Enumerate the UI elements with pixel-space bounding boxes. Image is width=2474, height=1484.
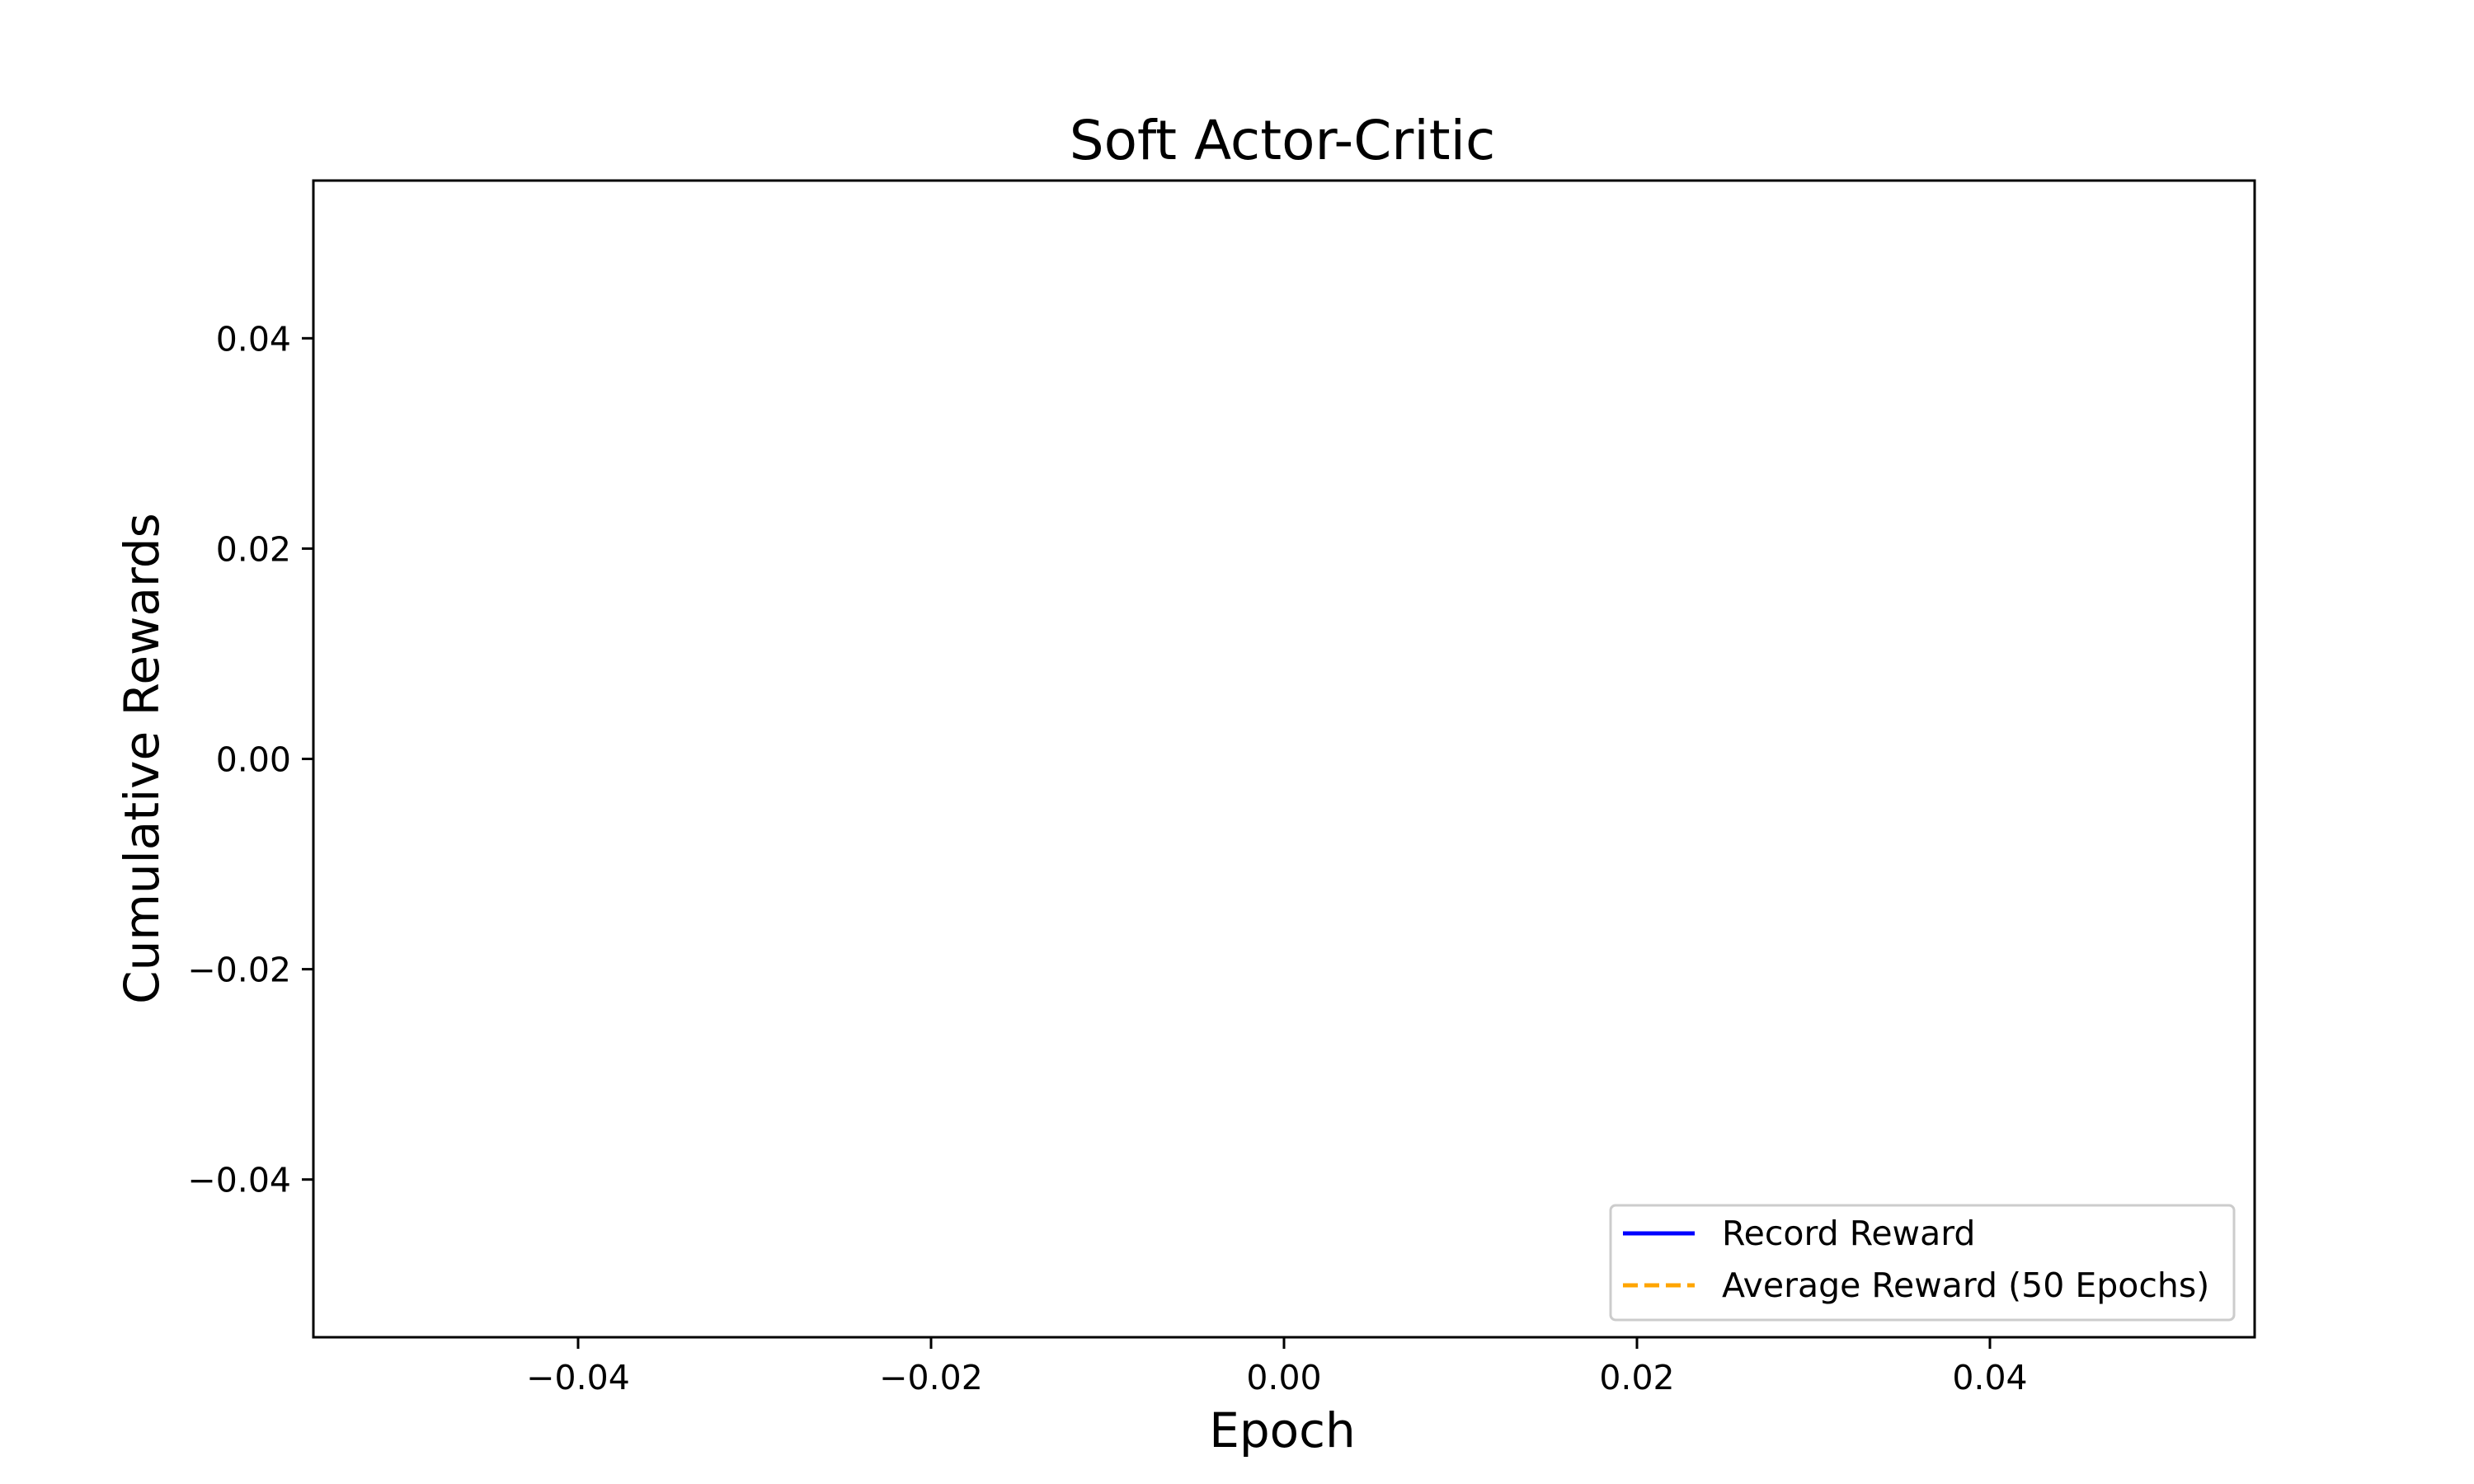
y-axis-label: Cumulative Rewards <box>114 513 170 1004</box>
y-tick-label: 0.00 <box>216 740 291 780</box>
x-tick-label: −0.02 <box>879 1358 983 1397</box>
x-tick-label: 0.02 <box>1599 1358 1674 1397</box>
y-tick-label: −0.04 <box>187 1161 291 1200</box>
legend: Record Reward Average Reward (50 Epochs) <box>1609 1204 2236 1322</box>
x-axis: −0.04 −0.02 0.00 0.02 0.04 <box>526 1337 2028 1397</box>
y-tick-label: 0.02 <box>216 529 291 569</box>
legend-frame <box>1609 1204 2236 1322</box>
x-tick-label: 0.04 <box>1952 1358 2027 1397</box>
x-tick-label: 0.00 <box>1246 1358 1321 1397</box>
x-tick-label: −0.04 <box>526 1358 630 1397</box>
legend-label-record-reward: Record Reward <box>1722 1214 1975 1253</box>
legend-label-average-reward: Average Reward (50 Epochs) <box>1722 1266 2209 1305</box>
chart-title: Soft Actor-Critic <box>1070 109 1496 172</box>
plot-area <box>312 179 2256 1339</box>
y-axis: −0.04 −0.02 0.00 0.02 0.04 <box>187 319 313 1200</box>
y-tick-label: 0.04 <box>216 319 291 359</box>
x-axis-label: Epoch <box>1209 1402 1356 1458</box>
y-tick-label: −0.02 <box>187 951 291 990</box>
